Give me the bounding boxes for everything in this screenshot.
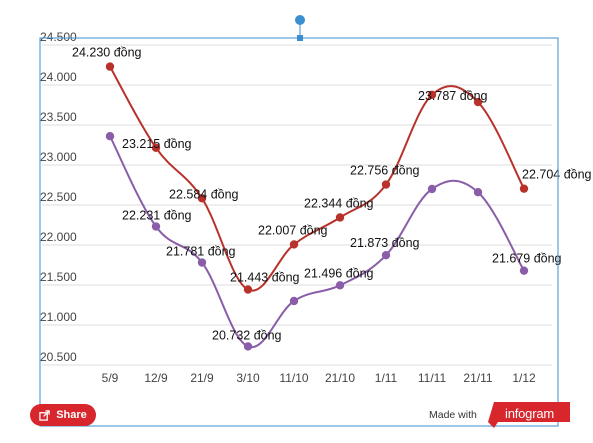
data-label: 21.873 đồng bbox=[350, 236, 420, 250]
data-point bbox=[381, 180, 391, 189]
data-point bbox=[105, 62, 115, 71]
rotate-handle bbox=[295, 15, 305, 25]
x-tick-label: 1/12 bbox=[512, 371, 536, 385]
grid-lines bbox=[42, 44, 552, 366]
series-line bbox=[109, 135, 525, 349]
y-tick-label: 22.000 bbox=[40, 230, 77, 244]
data-label: 21.443 đồng bbox=[230, 271, 300, 285]
data-point bbox=[289, 240, 299, 249]
x-tick-label: 5/9 bbox=[102, 371, 119, 385]
x-tick-label: 3/10 bbox=[236, 371, 260, 385]
y-tick-label: 24.500 bbox=[40, 30, 77, 44]
y-axis-ticks: 20.500 21.000 21.500 22.000 22.500 23.000 23.5… bbox=[40, 30, 77, 364]
y-tick-label: 20.500 bbox=[40, 350, 77, 364]
y-tick-label: 24.000 bbox=[40, 70, 77, 84]
data-labels: 24.230 đồng 23.215 đồng 22.584 đồng 21.443 … bbox=[72, 46, 592, 343]
data-point bbox=[197, 194, 207, 203]
data-label: 21.496 đồng bbox=[304, 266, 374, 280]
data-point bbox=[151, 222, 161, 231]
infogram-brand[interactable]: infogram bbox=[505, 406, 554, 421]
data-point bbox=[473, 188, 483, 197]
data-point bbox=[519, 184, 529, 193]
y-tick-label: 22.500 bbox=[40, 190, 77, 204]
series-line bbox=[109, 66, 525, 292]
share-button[interactable]: Share bbox=[30, 404, 96, 426]
data-label: 23.215 đồng bbox=[122, 137, 192, 151]
made-with-text: Made with bbox=[429, 409, 477, 421]
data-label: 22.344 đồng bbox=[304, 196, 374, 210]
data-label: 22.704 đồng bbox=[522, 168, 592, 182]
infogram-logo-badge[interactable] bbox=[484, 402, 570, 428]
data-label: 22.584 đồng bbox=[169, 187, 239, 201]
data-point bbox=[335, 213, 345, 222]
selection-frame bbox=[39, 15, 559, 427]
y-tick-label: 23.000 bbox=[40, 150, 77, 164]
data-label: 22.007 đồng bbox=[258, 223, 328, 237]
y-tick-label: 21.500 bbox=[40, 270, 77, 284]
data-point bbox=[473, 97, 483, 107]
x-tick-label: 21/11 bbox=[463, 371, 492, 385]
data-point bbox=[151, 143, 161, 152]
resize-handle bbox=[297, 35, 303, 41]
data-point bbox=[243, 285, 253, 294]
x-tick-label: 11/10 bbox=[279, 371, 308, 385]
x-axis-ticks: 5/9 12/9 21/9 3/10 11/10 21/10 1/11 11/11 21/11 1… bbox=[102, 371, 536, 385]
data-label: 21.679 đồng bbox=[492, 252, 562, 266]
data-point bbox=[243, 342, 253, 351]
data-point bbox=[197, 258, 207, 267]
data-label: 22.231 đồng bbox=[122, 209, 192, 223]
y-tick-label: 23.500 bbox=[40, 110, 77, 124]
series-layer bbox=[105, 62, 529, 351]
data-label: 23.787 đồng bbox=[418, 89, 488, 103]
share-icon bbox=[39, 409, 50, 421]
share-label: Share bbox=[56, 409, 87, 421]
data-point bbox=[105, 132, 115, 141]
data-point bbox=[427, 90, 437, 100]
x-tick-label: 12/9 bbox=[144, 371, 168, 385]
x-tick-label: 1/11 bbox=[375, 371, 398, 385]
data-point bbox=[289, 296, 299, 306]
data-point bbox=[427, 184, 437, 194]
data-label: 22.756 đồng bbox=[350, 164, 420, 178]
x-tick-label: 11/11 bbox=[418, 371, 447, 385]
data-point bbox=[335, 281, 345, 290]
x-tick-label: 21/9 bbox=[190, 371, 214, 385]
y-tick-label: 21.000 bbox=[40, 310, 77, 324]
data-point bbox=[381, 250, 391, 260]
data-point bbox=[519, 266, 529, 275]
data-label: 21.781 đồng bbox=[166, 245, 236, 259]
data-label: 24.230 đồng bbox=[72, 46, 142, 60]
data-label: 20.732 đồng bbox=[212, 328, 282, 342]
x-tick-label: 21/10 bbox=[325, 371, 355, 385]
